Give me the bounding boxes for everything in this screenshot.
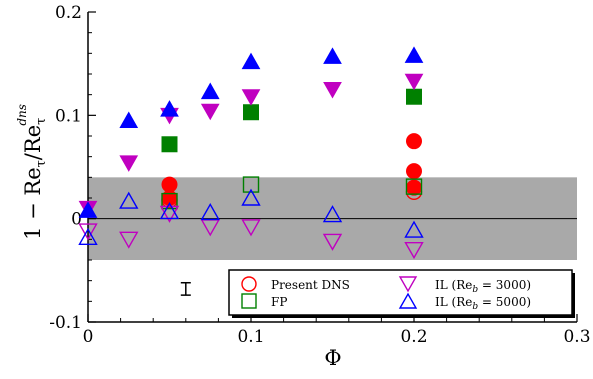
data-marks-layer [78, 46, 424, 296]
legend-label-il-3000-sub: b [472, 285, 478, 295]
il-5000-filled-point [323, 47, 342, 64]
fp-filled-point [243, 104, 259, 121]
il-3000-open-point [78, 223, 98, 241]
fp-open-point [405, 178, 423, 195]
y-axis-title-sub2: τ [34, 118, 49, 125]
fp-open-point [242, 176, 260, 193]
il-3000-open-point [159, 205, 180, 223]
y-axis-title-sup2: dns [15, 104, 29, 126]
il-5000-open-point [119, 191, 139, 209]
il-5000-filled-point [160, 100, 179, 117]
il-5000-open-point [200, 203, 220, 221]
legend-label-il-5000-b: = 5000) [478, 295, 531, 309]
il-5000-open-point [78, 227, 98, 245]
il-3000-open-point [119, 231, 139, 249]
il-5000-open-point [404, 220, 424, 238]
il-3000-filled-point [323, 82, 342, 99]
y-axis-title-sub1: τ [34, 160, 49, 167]
y-axis-title-part-b: /Re [21, 125, 45, 160]
x-tick-label: 0.1 [237, 327, 264, 347]
il-3000-open-point [241, 219, 261, 237]
il-3000-filled-point [241, 89, 261, 106]
y-axis-title-part-a: 1 − Re [21, 167, 45, 240]
legend-marker-present-dns [241, 276, 257, 292]
fp-filled-point [406, 88, 422, 105]
x-axis-title: Φ [324, 346, 341, 370]
present-dns-filled-point [406, 163, 422, 180]
il-5000-filled-point [200, 82, 220, 100]
fp-open-point [161, 192, 178, 210]
legend-label-il-5000-sub: b [472, 302, 478, 312]
axes-layer: 0 0.1 0.2 0.3-0.100.10.2 [49, 3, 590, 347]
legend-label-il-3000-b: = 3000) [478, 278, 531, 292]
legend-marker-fp [241, 293, 257, 309]
il-3000-filled-point [404, 73, 424, 91]
y-axis-title: 1 − Reτ/Reτdns [15, 104, 49, 240]
il-5000-filled-point [404, 46, 424, 63]
il-5000-filled-point [241, 52, 261, 70]
il-3000-open-point [322, 233, 343, 251]
y-tick-label: 0.1 [55, 106, 82, 126]
il-5000-open-point [241, 188, 261, 206]
legend-label-present-dns: Present DNS [271, 278, 350, 292]
il-3000-filled-point [200, 103, 220, 121]
present-dns-filled-point [161, 176, 178, 193]
legend-label-il-5000: IL (Reb = 5000) [435, 295, 531, 312]
il-3000-filled-point [119, 155, 139, 172]
y-tick-label: 0 [71, 210, 82, 230]
y-tick-label: 0.2 [55, 3, 82, 23]
legend-marker-il-5000 [398, 292, 418, 309]
legend-label-fp: FP [271, 295, 287, 309]
il-5000-filled-point [78, 201, 98, 218]
legend-marker-il-3000 [398, 276, 418, 293]
present-dns-filled-point [406, 133, 422, 150]
x-tick-label: 0.3 [563, 327, 590, 347]
x-tick-label: 0.2 [400, 327, 427, 347]
fp-filled-point [161, 136, 178, 153]
il-5000-open-point [322, 205, 343, 223]
x-tick-label: 0 [83, 327, 94, 347]
il-3000-open-point [404, 241, 424, 260]
legend: Present DNS FP IL (Reb = 3000) IL (Reb =… [228, 269, 575, 318]
legend-label-il-3000-a: IL (Re [435, 278, 472, 292]
y-tick-label: -0.1 [49, 313, 82, 333]
present-dns-filled-point [406, 179, 422, 196]
il-5000-open-point [159, 202, 180, 220]
il-5000-filled-point [119, 111, 139, 128]
legend-label-il-3000: IL (Reb = 3000) [435, 278, 531, 295]
legend-label-il-5000-a: IL (Re [435, 295, 472, 309]
